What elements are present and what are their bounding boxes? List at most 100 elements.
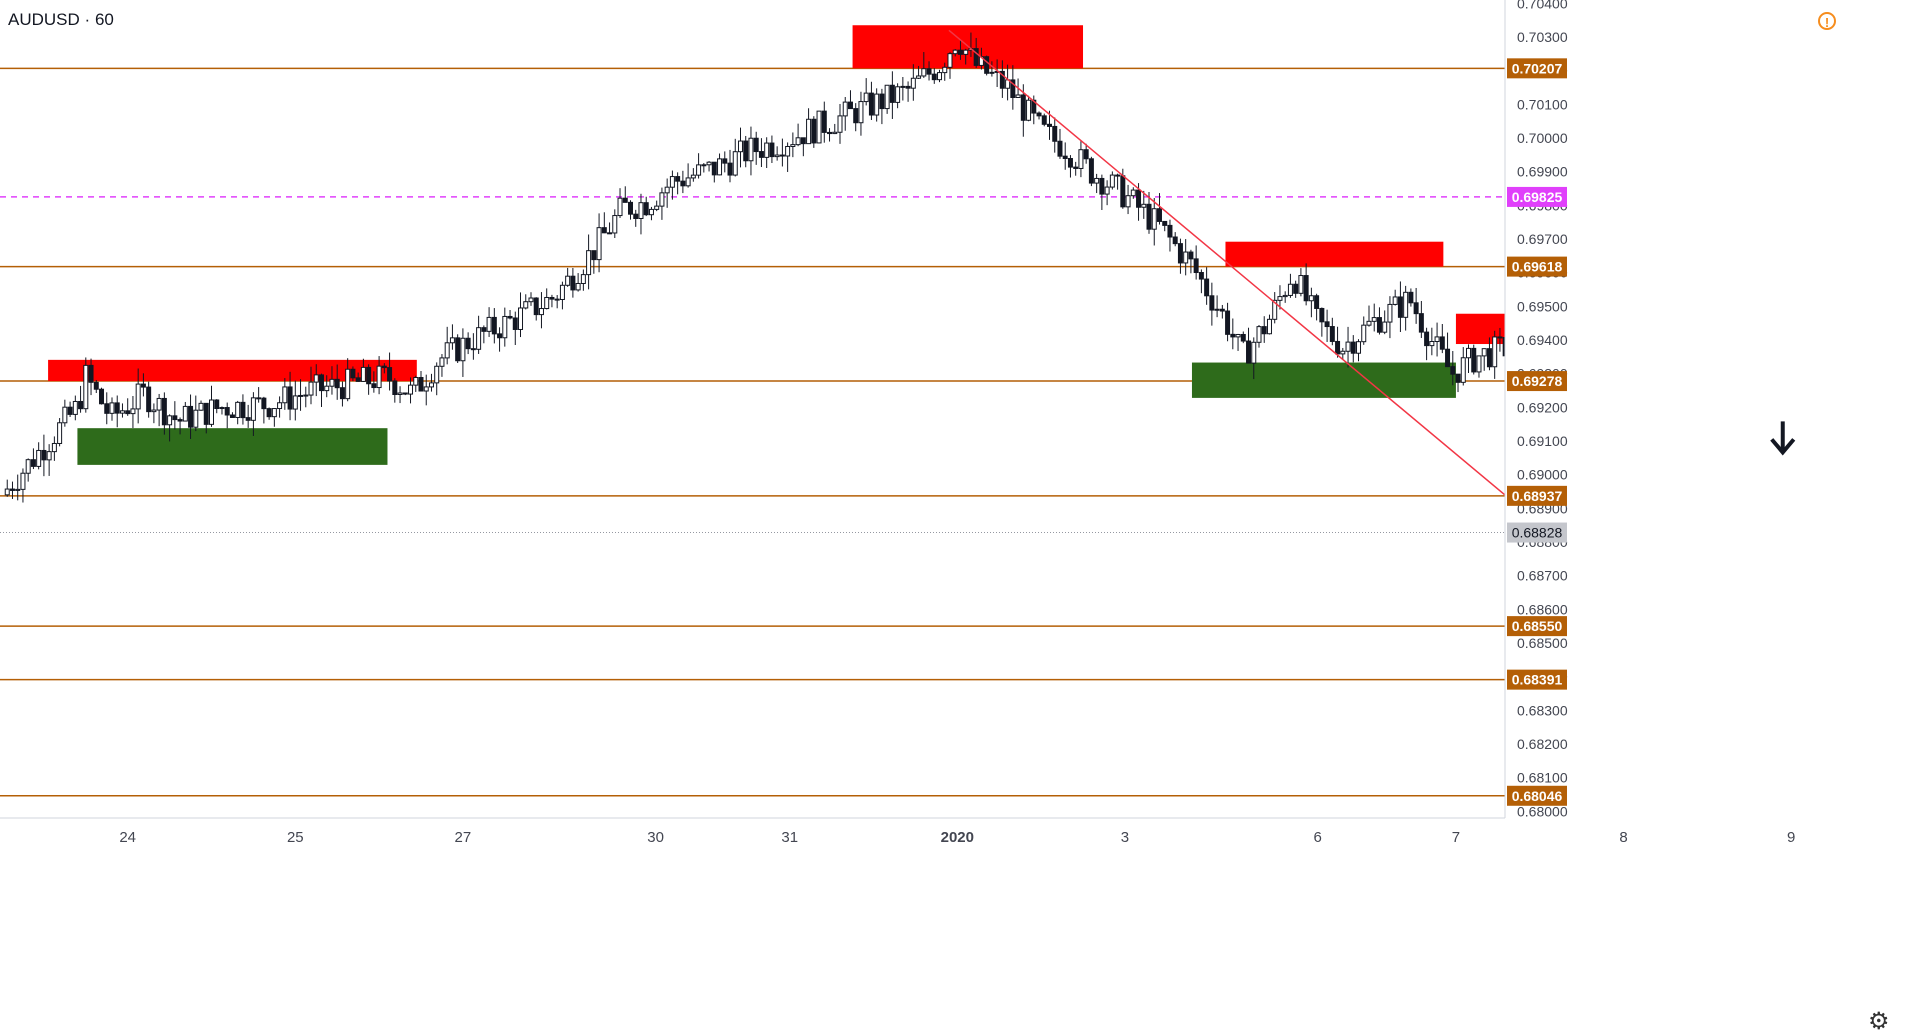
candle-body — [1031, 99, 1037, 114]
candle-body — [727, 162, 733, 176]
candle-body — [292, 395, 298, 410]
candle-body — [617, 197, 623, 217]
supply-zone — [48, 359, 417, 382]
candle-body — [266, 408, 272, 418]
candle-body — [1455, 373, 1461, 383]
candle-body — [119, 410, 125, 414]
candle-body — [167, 415, 173, 426]
candle-body — [512, 317, 518, 330]
candle-body — [1298, 275, 1304, 294]
candle-body — [1424, 331, 1430, 347]
candle-body — [1497, 336, 1503, 339]
candle-body — [1266, 318, 1272, 335]
candle-body — [1376, 317, 1382, 333]
candle-body — [67, 406, 73, 415]
candle-body — [1277, 296, 1283, 301]
candle-body — [1350, 341, 1356, 354]
candle-body — [1026, 99, 1032, 121]
candle-body — [261, 397, 267, 410]
candle-body — [161, 397, 167, 426]
candle-body — [387, 367, 393, 382]
candle-body — [1397, 296, 1403, 318]
candle-body — [1324, 321, 1330, 328]
demand-zone — [77, 428, 388, 465]
candle-body — [957, 49, 963, 55]
candle-body — [1109, 174, 1115, 188]
level-price-tag-label: 0.69278 — [1512, 373, 1563, 389]
candle-body — [156, 397, 162, 411]
level-price-tag — [1507, 616, 1567, 637]
candle-body — [596, 227, 602, 261]
candle-body — [879, 93, 885, 110]
symbol-title[interactable]: AUDUSD · 60 — [8, 10, 114, 30]
candle-body — [188, 405, 194, 428]
candle-body — [837, 115, 843, 133]
candle-body — [339, 387, 345, 400]
level-price-tag — [1507, 785, 1567, 806]
alert-circle-icon[interactable]: ! — [1818, 12, 1836, 30]
candle-body — [1319, 307, 1325, 323]
price-tick-label: 0.68200 — [1517, 736, 1568, 752]
candle-body — [1486, 348, 1492, 368]
level-price-tag-label: 0.69618 — [1512, 259, 1563, 275]
time-tick-label: 25 — [287, 829, 304, 846]
candle-body — [1450, 366, 1456, 375]
candle-body — [1188, 251, 1194, 260]
candle-body — [1408, 291, 1414, 304]
candle-body — [748, 137, 754, 162]
candle-body — [1439, 336, 1445, 350]
candle-body — [439, 357, 445, 367]
candle-body — [318, 374, 324, 392]
level-price-tag-label: 0.69825 — [1512, 189, 1563, 205]
candle-body — [895, 86, 901, 103]
candle-body — [1214, 308, 1220, 311]
candle-body — [172, 415, 178, 421]
candle-body — [732, 151, 738, 176]
candle-body — [1193, 258, 1199, 274]
level-price-tag — [1507, 186, 1567, 207]
candle-body — [1094, 177, 1100, 184]
candle-body — [853, 108, 859, 124]
candle-body — [36, 449, 42, 467]
gear-icon[interactable]: ⚙ — [1868, 1008, 1890, 1035]
candle-body — [1340, 350, 1346, 355]
candle-body — [559, 284, 565, 300]
supply-zone — [1225, 241, 1444, 267]
candle-body — [408, 384, 414, 395]
candle-body — [277, 402, 283, 410]
candle-body — [1151, 208, 1157, 230]
candle-body — [224, 407, 230, 416]
candle-body — [465, 337, 471, 350]
candle-body — [811, 118, 817, 144]
candle-body — [1219, 308, 1225, 312]
candle-body — [931, 73, 937, 81]
level-price-tag-label: 0.68937 — [1512, 488, 1563, 504]
candle-body — [554, 298, 560, 301]
candle-body — [1293, 283, 1299, 294]
candle-body — [135, 383, 141, 410]
price-tick-label: 0.69500 — [1517, 298, 1568, 314]
candle-body — [240, 401, 246, 419]
candle-body — [528, 297, 534, 303]
candle-body — [863, 92, 869, 103]
candle-body — [376, 365, 382, 389]
level-price-tag-label: 0.68046 — [1512, 788, 1563, 804]
level-price-tag — [1507, 58, 1567, 79]
candle-body — [1466, 347, 1471, 359]
candle-body — [287, 386, 293, 410]
time-axis[interactable]: 2425273031202036789101314 — [0, 817, 1917, 1035]
candle-body — [99, 388, 105, 405]
candle-body — [827, 131, 833, 135]
candle-body — [41, 449, 47, 461]
candle-body — [874, 93, 880, 116]
candle-body — [355, 377, 361, 382]
candle-body — [758, 151, 764, 158]
candle-body — [1083, 149, 1089, 160]
candle-body — [282, 386, 288, 404]
candle-body — [219, 407, 225, 410]
candle-body — [1052, 125, 1058, 142]
candle-body — [622, 197, 628, 203]
price-tick-label: 0.69900 — [1517, 164, 1568, 180]
candle-body — [507, 315, 513, 319]
